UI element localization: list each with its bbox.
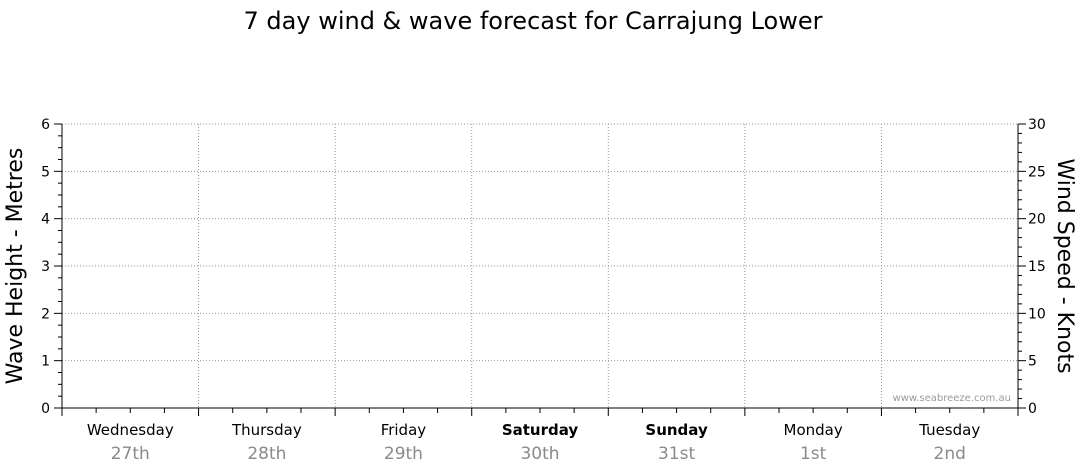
day-label: Monday [784,421,843,439]
day-label: Thursday [231,421,302,439]
left-tick-label: 3 [41,259,50,275]
left-tick-label: 0 [41,401,50,417]
left-y-axis-ticks: 0 1 2 3 4 5 6 [41,117,62,417]
left-axis-title: Wave Height - Metres [3,148,28,385]
date-label: 2nd [934,444,966,464]
left-tick-label: 5 [41,164,50,180]
date-label: 28th [247,444,286,464]
x-axis-day-labels: Wednesday 27th Thursday 28th Friday 29th Satur… [87,421,980,464]
axes [61,124,1019,416]
left-tick-label: 2 [41,306,50,322]
right-axis-title: Wind Speed - Knots [1052,158,1077,373]
left-tick-label: 6 [41,117,50,133]
right-tick-label: 15 [1028,259,1046,275]
day-label: Saturday [502,421,579,439]
watermark-text: www.seabreeze.com.au [893,393,1011,404]
right-tick-label: 30 [1028,117,1046,133]
day-label: Tuesday [918,421,980,439]
left-tick-label: 4 [41,212,50,228]
chart-title: 7 day wind & wave forecast for Carrajung… [244,7,823,35]
right-tick-label: 10 [1028,306,1046,322]
date-label: 30th [520,444,559,464]
day-label: Friday [381,421,427,439]
right-tick-label: 20 [1028,212,1046,228]
date-label: 27th [111,444,150,464]
date-label: 31st [658,444,695,464]
day-label: Wednesday [87,421,174,439]
date-label: 1st [800,444,827,464]
left-tick-label: 1 [41,354,50,370]
right-y-axis-ticks: 0 5 10 15 20 25 30 [1018,117,1046,417]
right-tick-label: 0 [1028,401,1037,417]
day-label: Sunday [645,421,708,439]
right-tick-label: 25 [1028,164,1046,180]
right-tick-label: 5 [1028,354,1037,370]
grid-lines [62,123,1018,408]
date-label: 29th [384,444,423,464]
